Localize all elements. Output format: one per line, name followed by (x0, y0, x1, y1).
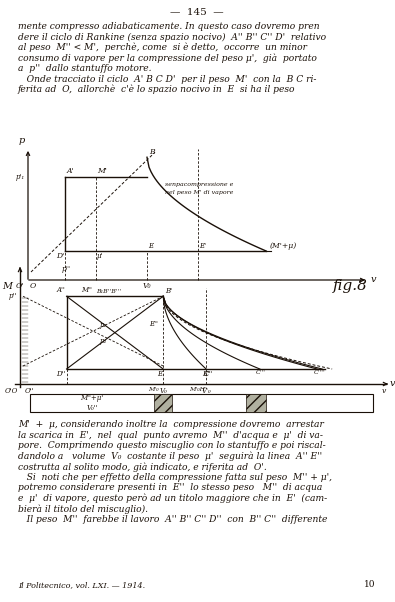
Text: E': E' (199, 242, 206, 250)
Text: μ': μ' (97, 252, 103, 260)
Text: pore.  Comprimendo questo miscuglio con lo stantuffo e poi riscal-: pore. Comprimendo questo miscuglio con l… (18, 441, 326, 450)
Text: fig.8: fig.8 (333, 279, 368, 293)
Bar (154, 394, 172, 412)
Text: a  p''  dallo stantuffo motore.: a p'' dallo stantuffo motore. (18, 64, 152, 73)
Text: consumo di vapore per la compressione del peso μ',  già  portato: consumo di vapore per la compressione de… (18, 54, 317, 63)
Text: O'': O'' (25, 387, 34, 395)
Text: D': D' (56, 252, 64, 260)
Text: E: E (157, 370, 162, 378)
Text: B₁B''B''': B₁B''B''' (96, 289, 121, 294)
Text: p: p (19, 136, 25, 145)
Text: V₀: V₀ (143, 282, 151, 290)
Text: E: E (148, 242, 153, 250)
Text: senpacompressione e: senpacompressione e (165, 182, 233, 187)
Text: p'': p'' (9, 292, 17, 300)
Text: E': E' (202, 370, 209, 378)
Text: v: v (382, 387, 386, 395)
Text: —  145  —: — 145 — (170, 8, 224, 17)
Text: C'''': C'''' (313, 370, 325, 375)
Text: p'₁: p'₁ (16, 173, 25, 181)
Text: D'': D'' (56, 370, 66, 378)
Bar (30, 394, 373, 412)
Text: A'': A'' (57, 287, 66, 294)
Text: A': A' (66, 167, 74, 175)
Text: e  μ'  di vapore, questo però ad un titolo maggiore che in  E'  (cam-: e μ' di vapore, questo però ad un titolo… (18, 494, 327, 503)
Text: M'₀H': M'₀H' (189, 387, 207, 392)
Text: v: v (390, 379, 395, 388)
Text: dandolo a   volume  V₀  costante il peso  μ'  seguirà la linea  A'' E'': dandolo a volume V₀ costante il peso μ' … (18, 452, 322, 461)
Text: O': O' (16, 282, 24, 290)
Text: Il Politecnico, vol. LXI. — 1914.: Il Politecnico, vol. LXI. — 1914. (18, 581, 145, 589)
Text: p₂: p₂ (100, 337, 107, 344)
Text: C''': C''' (256, 370, 266, 375)
Bar (246, 394, 266, 412)
Text: p₁: p₁ (100, 321, 107, 329)
Text: M'  +  μ, considerando inoltre la  compressione dovremo  arrestar: M' + μ, considerando inoltre la compress… (18, 420, 324, 429)
Text: V'₀: V'₀ (201, 387, 211, 395)
Text: M'₀: M'₀ (148, 387, 158, 392)
Text: M''+μ'
V₀'': M''+μ' V₀'' (81, 394, 103, 412)
Text: Onde tracciato il ciclo  A' B C D'  per il peso  M'  con la  B C ri-: Onde tracciato il ciclo A' B C D' per il… (18, 75, 316, 84)
Text: v: v (371, 276, 376, 285)
Text: C'': C'' (203, 370, 213, 378)
Text: O: O (30, 282, 36, 290)
Text: nel peso M' di vapore: nel peso M' di vapore (165, 190, 233, 195)
Text: B: B (149, 148, 154, 157)
Text: (M'+μ): (M'+μ) (270, 242, 297, 250)
Text: M': M' (97, 167, 107, 175)
Text: dere il ciclo di Rankine (senza spazio nocivo)  A'' B'' C'' D'  relativo: dere il ciclo di Rankine (senza spazio n… (18, 33, 326, 42)
Text: potremo considerare presenti in  E''  lo stesso peso   M''  di acqua: potremo considerare presenti in E'' lo s… (18, 483, 322, 492)
Text: mente compresso adiabaticamente. In questo caso dovremo pren: mente compresso adiabaticamente. In ques… (18, 22, 320, 31)
Text: Il peso  M''  farebbe il lavoro  A'' B'' C'' D''  con  B'' C''  differente: Il peso M'' farebbe il lavoro A'' B'' C'… (18, 515, 327, 524)
Text: p'': p'' (62, 265, 71, 273)
Text: la scarica in  E',  nel  qual  punto avremo  M''  d'acqua e  μ'  di va-: la scarica in E', nel qual punto avremo … (18, 430, 323, 439)
Text: M: M (2, 282, 12, 291)
Text: O'O: O'O (5, 387, 18, 395)
Text: costrutta al solito modo, già indicato, e riferita ad  O'.: costrutta al solito modo, già indicato, … (18, 462, 267, 471)
Text: al peso  M'' < M',  perchè, come  si è detto,  occorre  un minor: al peso M'' < M', perchè, come si è dett… (18, 43, 307, 52)
Text: M'': M'' (81, 287, 92, 294)
Text: Si  noti che per effetto della compressione fatta sul peso  M'' + μ',: Si noti che per effetto della compressio… (18, 473, 332, 482)
Text: ferita ad  O,  allorchè  c'è lo spazio nocivo in  E  si ha il peso: ferita ad O, allorchè c'è lo spazio noci… (18, 85, 295, 95)
Text: bierà il titolo del miscuglio).: bierà il titolo del miscuglio). (18, 504, 148, 514)
Text: E'': E'' (149, 320, 158, 327)
Text: 10: 10 (363, 580, 375, 589)
Text: V₀: V₀ (159, 387, 167, 395)
Text: B': B' (165, 287, 172, 295)
